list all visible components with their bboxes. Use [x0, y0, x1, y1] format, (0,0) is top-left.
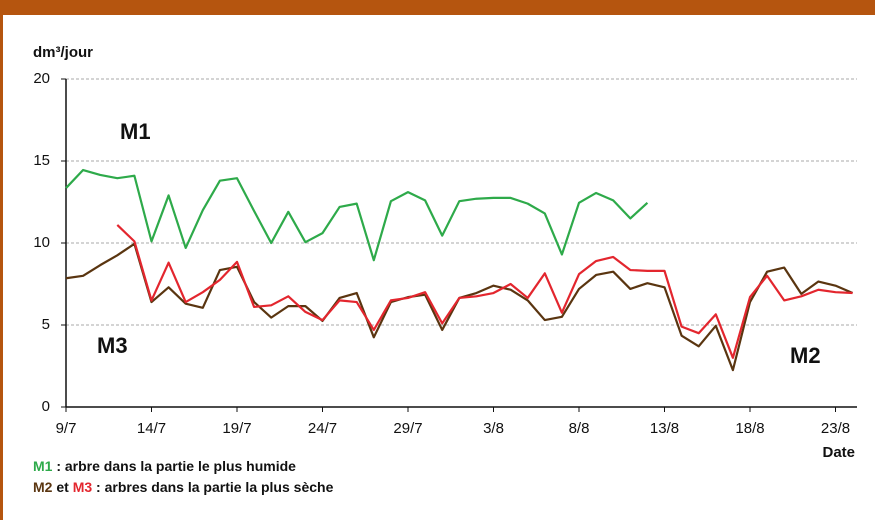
- y-axis-label: dm³/jour: [33, 44, 93, 61]
- x-tick-label: 23/8: [821, 420, 850, 437]
- note-part: et: [52, 479, 72, 495]
- series-label: M3: [97, 333, 128, 358]
- y-tick-label: 10: [33, 234, 50, 251]
- series-line: [65, 168, 649, 262]
- header-bar: [0, 0, 875, 15]
- x-tick-label: 13/8: [650, 420, 679, 437]
- y-tick-label: 15: [33, 152, 50, 169]
- note-part: M3: [73, 479, 93, 495]
- note-part: M2: [33, 479, 53, 495]
- x-tick-label: 19/7: [222, 420, 251, 437]
- note: M1 : arbre dans la partie le plus humide: [33, 458, 296, 474]
- x-tick-label: 18/8: [735, 420, 764, 437]
- series-label: M2: [790, 343, 821, 368]
- note-part: : arbre dans la partie le plus humide: [52, 458, 296, 474]
- y-tick-label: 20: [33, 70, 50, 87]
- side-bar: [0, 0, 3, 520]
- x-tick-label: 8/8: [569, 420, 590, 437]
- y-tick-label: 5: [42, 316, 50, 333]
- x-tick-label: 3/8: [483, 420, 504, 437]
- x-tick-label: 24/7: [308, 420, 337, 437]
- note-part: : arbres dans la partie la plus sèche: [92, 479, 333, 495]
- note: M2 et M3 : arbres dans la partie la plus…: [33, 479, 334, 495]
- x-axis-label: Date: [822, 444, 855, 461]
- note-part: M1: [33, 458, 53, 474]
- series-line: [116, 224, 853, 359]
- x-tick-label: 29/7: [393, 420, 422, 437]
- y-tick-label: 0: [42, 398, 50, 415]
- series-label: M1: [120, 119, 151, 144]
- x-tick-label: 9/7: [56, 420, 77, 437]
- x-tick-label: 14/7: [137, 420, 166, 437]
